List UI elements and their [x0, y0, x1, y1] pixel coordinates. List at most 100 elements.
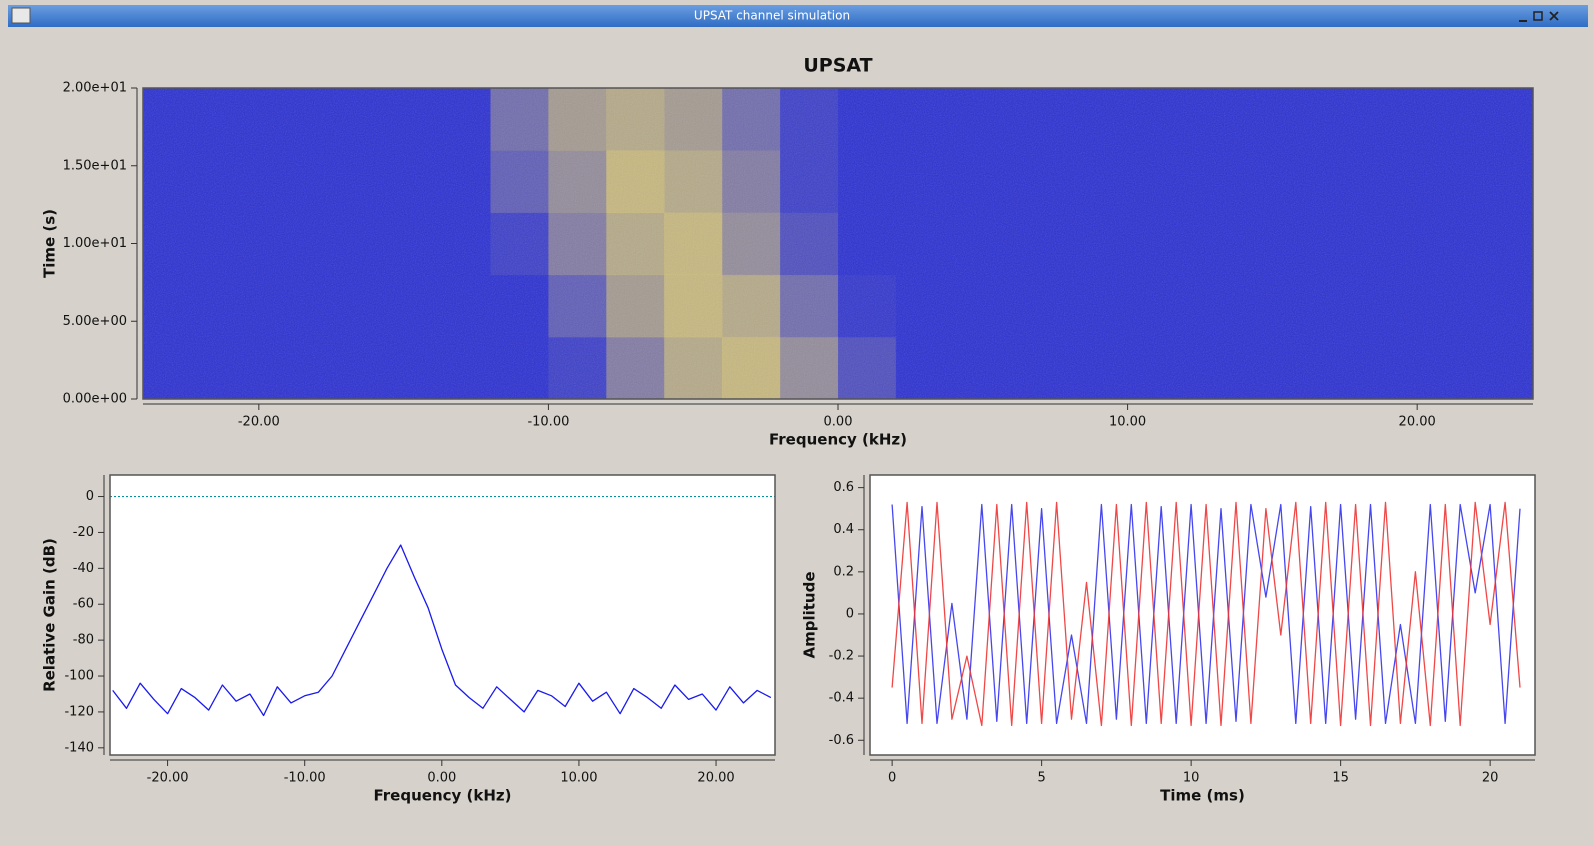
chart: 0.00e+00 5.00e+00 1.00e+01 1.50e+01 2.00e+01… [41, 55, 1534, 449]
chart-title: UPSAT [803, 55, 872, 77]
y-tick-label: -0.4 [829, 691, 854, 706]
maximize-button[interactable] [1533, 11, 1543, 21]
window-menu-button[interactable] [11, 7, 31, 24]
x-tick-label: 20 [1482, 771, 1499, 786]
plot-frame [142, 87, 1534, 400]
heatmap-cell [490, 88, 549, 151]
heatmap-cell [548, 336, 607, 400]
y-tick-label: -100 [64, 669, 94, 684]
heatmap-cell [1127, 212, 1186, 276]
heatmap-cell [316, 150, 376, 213]
y-tick-label: 1.50e+01 [63, 158, 127, 173]
heatmap-cell [606, 274, 665, 338]
x-tick-label: 15 [1332, 771, 1349, 786]
heatmap-cell [838, 336, 897, 400]
heatmap-cell [200, 336, 260, 400]
heatmap-cell [1475, 150, 1534, 213]
heatmap-cell [1011, 212, 1071, 276]
y-tick-label: 1.00e+01 [63, 236, 127, 251]
heatmap-cell [664, 150, 723, 213]
heatmap-cell [838, 150, 897, 213]
heatmap-cell [1069, 88, 1129, 151]
heatmap-cell [1359, 212, 1418, 276]
heatmap-cell [432, 150, 491, 213]
heatmap-cell [1243, 274, 1302, 338]
heatmap-cell [1301, 336, 1360, 400]
heatmap-cell [606, 336, 665, 400]
heatmap-cell [316, 336, 376, 400]
heatmap-cell [722, 274, 781, 338]
heatmap-cell [143, 88, 202, 151]
y-tick-label: -60 [73, 597, 94, 612]
heatmap-cell [953, 88, 1013, 151]
plot-frame [869, 474, 1536, 756]
heatmap-cell [780, 336, 839, 400]
heatmap-cell [1185, 88, 1244, 151]
heatmap-cell [548, 88, 607, 151]
heatmap-cell [432, 88, 491, 151]
heatmap-cell [953, 274, 1013, 338]
heatmap-cell [838, 88, 897, 151]
heatmap-cell [548, 150, 607, 213]
heatmap-cell [664, 274, 723, 338]
heatmap-cell [780, 274, 839, 338]
heatmap-cell [953, 336, 1013, 400]
heatmap-cell [780, 150, 839, 213]
heatmap-cell [374, 88, 434, 151]
chart: 0.6 0.4 0.2 0 -0.2 -0.4 -0.6 0 5 10 15 20 Time (ms) A… [801, 474, 1536, 805]
x-tick-label: 0.00 [824, 415, 853, 430]
heatmap-cell [1243, 150, 1302, 213]
heatmap-cell [200, 88, 260, 151]
heatmap-cell [664, 212, 723, 276]
plot-frame [109, 474, 776, 756]
heatmap-cell [1011, 88, 1071, 151]
heatmap-cell [1127, 150, 1186, 213]
heatmap-cell [1011, 274, 1071, 338]
x-tick-label: 20.00 [1399, 415, 1436, 430]
heatmap-cell [143, 274, 202, 338]
close-button[interactable] [1549, 11, 1559, 21]
heatmap-cell [258, 150, 318, 213]
x-tick-label: 0 [888, 771, 896, 786]
x-axis-label: Frequency (kHz) [769, 431, 907, 449]
x-axis-label: Time (ms) [1160, 787, 1245, 805]
heatmap-cell [895, 150, 955, 213]
heatmap-cell [258, 212, 318, 276]
heatmap-cell [1301, 274, 1360, 338]
heatmap-cell [374, 274, 434, 338]
heatmap-cell [722, 88, 781, 151]
heatmap-cell [374, 150, 434, 213]
heatmap-cell [1011, 336, 1071, 400]
heatmap-cell [1185, 336, 1244, 400]
heatmap-cell [1359, 150, 1418, 213]
heatmap-cell [1475, 274, 1534, 338]
y-tick-label: -80 [73, 633, 94, 648]
heatmap-cell [895, 212, 955, 276]
heatmap-cell [316, 212, 376, 276]
window-title: UPSAT channel simulation [694, 9, 850, 23]
x-tick-label: 0.00 [427, 771, 456, 786]
heatmap-cell [1069, 336, 1129, 400]
heatmap-cell [1359, 274, 1418, 338]
heatmap-cell [316, 88, 376, 151]
heatmap-cell [200, 150, 260, 213]
heatmap-cell [1069, 212, 1129, 276]
heatmap-cell [1417, 212, 1476, 276]
heatmap-cell [1417, 274, 1476, 338]
y-tick-label: 0 [846, 606, 854, 621]
y-tick-label: 0.4 [833, 522, 854, 537]
heatmap-cell [200, 212, 260, 276]
x-tick-label: -10.00 [284, 771, 326, 786]
heatmap-cell [1069, 150, 1129, 213]
window-controls [1519, 11, 1559, 22]
heatmap-cell [780, 212, 839, 276]
heatmap-cell [374, 336, 434, 400]
heatmap-cell [548, 212, 607, 276]
heatmap-cell [200, 274, 260, 338]
y-tick-label: -20 [73, 525, 94, 540]
series-line [891, 501, 1521, 727]
heatmap-cell [1069, 274, 1129, 338]
heatmap-cell [1243, 212, 1302, 276]
heatmap-cell [490, 336, 549, 400]
